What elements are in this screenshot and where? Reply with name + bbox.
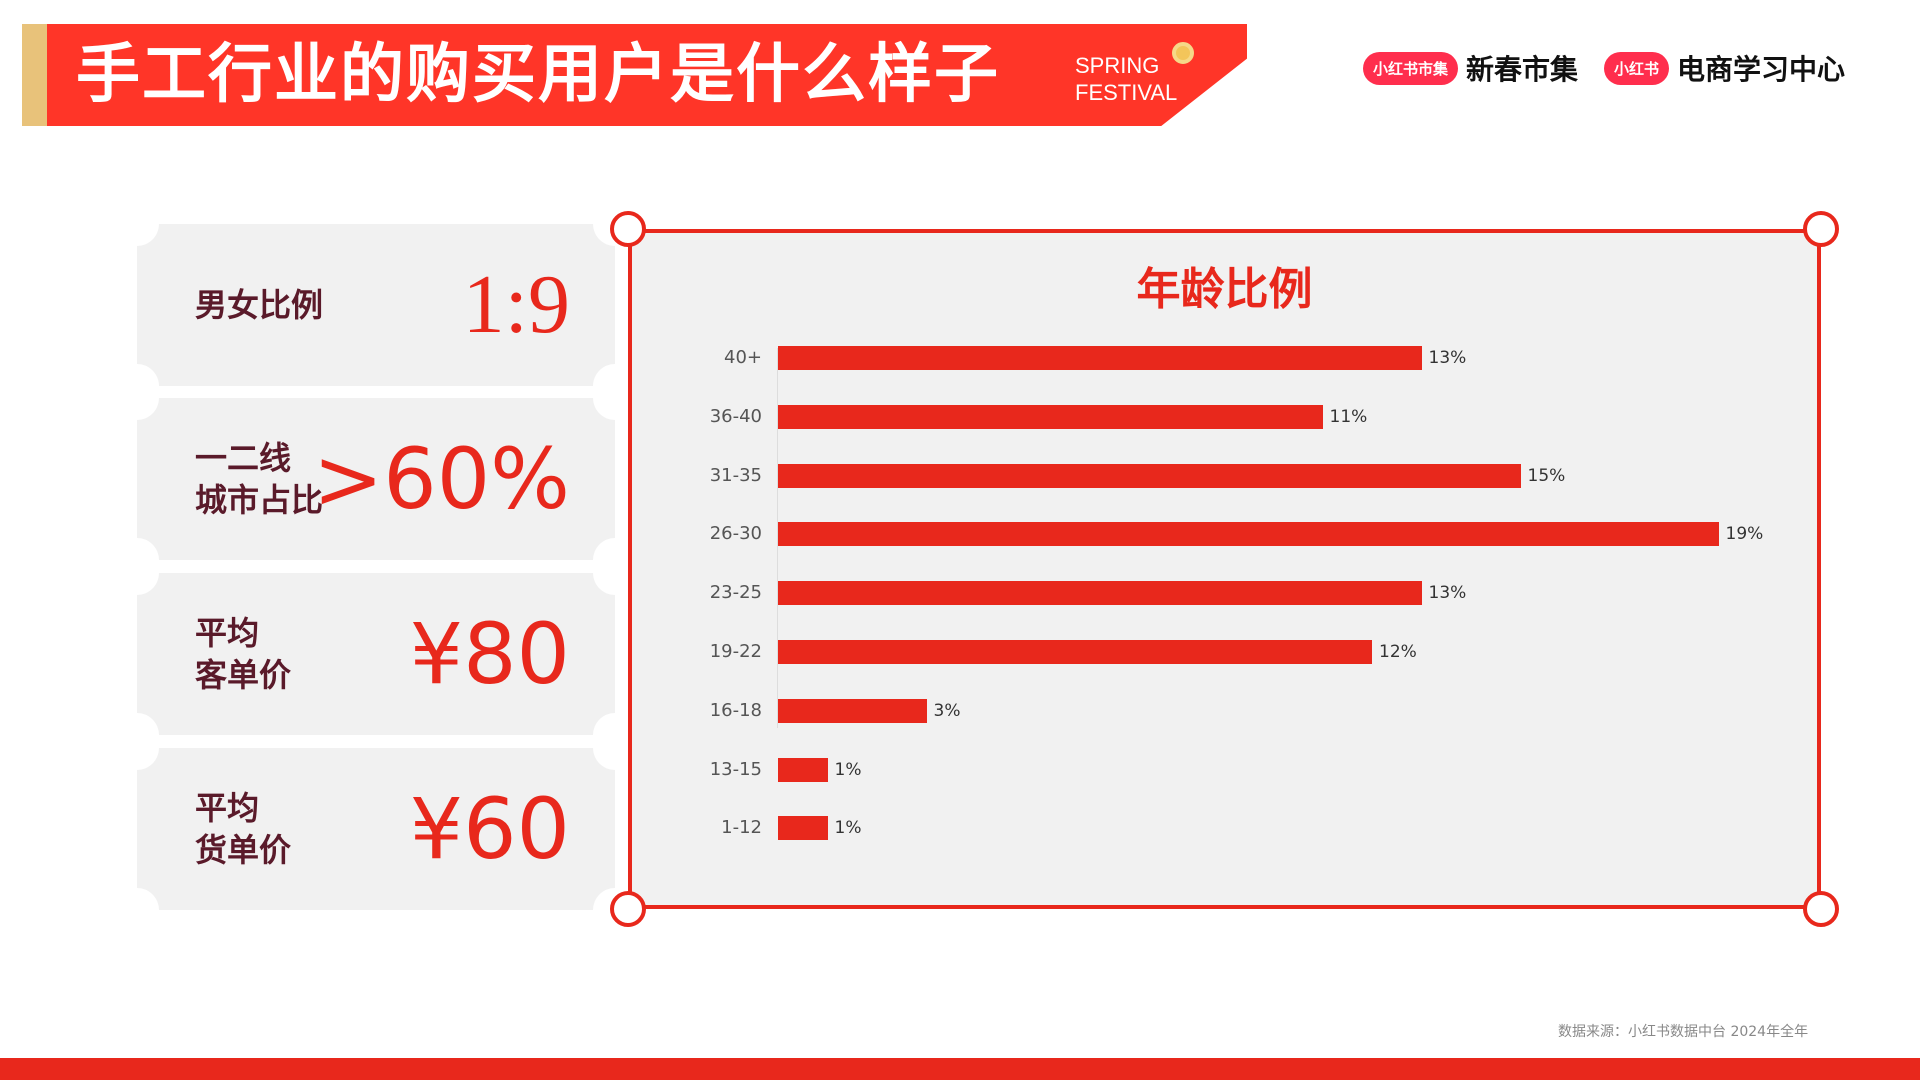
data-source: 数据来源：小红书数据中台 2024年全年 (1558, 1024, 1809, 1040)
stat-label: 平均 客单价 (195, 612, 291, 696)
badge-line-2: FESTIVAL (1075, 80, 1178, 105)
stat-label-line: 平均 (195, 789, 260, 827)
stat-card: 一二线城市占比 >60% (115, 376, 637, 582)
bar-1-12 (778, 816, 828, 841)
stat-value: 1:9 (462, 258, 570, 351)
bar-23-25 (778, 581, 1422, 606)
stat-value: ¥60 (409, 780, 570, 878)
bar-36-40 (778, 404, 1323, 429)
card-notch (115, 376, 159, 420)
stat-label-line: 一二线 (195, 439, 292, 477)
bar-40+ (778, 346, 1422, 370)
category-label: 16-18 (709, 699, 762, 721)
stat-label: 平均 货单价 (195, 787, 291, 871)
y-axis-line (777, 348, 778, 728)
stat-label-line: 客单价 (195, 656, 292, 694)
page-title: 手工行业的购买用户是什么样子 (76, 38, 1000, 112)
data-label: 12% (1379, 642, 1417, 662)
category-label: 1-12 (721, 817, 762, 839)
stat-card: 男女比例 1:9 (115, 202, 637, 408)
xhs-market-logo: 小红书市集 (1363, 51, 1459, 85)
data-label: 19% (1725, 524, 1764, 545)
bar-31-35 (778, 463, 1521, 488)
corner-notch (1803, 891, 1839, 927)
card-notch (115, 888, 159, 932)
data-label: 11% (1329, 406, 1368, 427)
corner-notch (610, 891, 646, 927)
card-notch (115, 726, 159, 770)
bar-19-22 (778, 640, 1372, 664)
category-label: 19-22 (709, 641, 762, 662)
stat-label-line: 男女比例 (195, 286, 324, 324)
banner-gold-strip (22, 24, 47, 126)
corner-notch (610, 211, 646, 247)
chart-title: 年龄比例 (1136, 264, 1313, 315)
age-chart-panel: 年龄比例 40+ 13% 36-40 11% 31-35 15% 26-30 19% 23-25… (610, 211, 1839, 927)
stat-value: >60% (312, 430, 570, 528)
stat-card: 平均客单价 ¥80 (115, 551, 637, 757)
category-label: 31-35 (709, 464, 762, 486)
xhs-logo: 小红书 (1604, 51, 1670, 85)
data-label: 1% (834, 759, 862, 780)
logos: 小红书市集 新春市集 小红书 电商学习中心 (1363, 48, 1863, 88)
data-label: 13% (1428, 348, 1467, 368)
data-label: 13% (1428, 583, 1467, 604)
stat-label-line: 城市占比 (195, 481, 324, 519)
data-label: 1% (834, 818, 862, 839)
stat-label-line: 货单价 (195, 831, 292, 869)
stat-label: 一二线 城市占比 (195, 437, 323, 521)
category-label: 23-25 (709, 582, 762, 604)
spring-festival-badge: SPRING FESTIVAL (1075, 52, 1177, 106)
flower-icon (1172, 42, 1194, 64)
badge-line-1: SPRING (1075, 53, 1160, 78)
ecommerce-center-text: 电商学习中心 (1677, 53, 1846, 86)
corner-notch (1803, 211, 1839, 247)
category-label: 26-30 (709, 523, 762, 545)
category-label: 36-40 (709, 405, 762, 427)
category-label: 13-15 (709, 758, 762, 780)
new-year-market-text: 新春市集 (1466, 53, 1579, 86)
stat-value: ¥80 (409, 605, 570, 703)
category-label: 40+ (724, 347, 762, 368)
bar-26-30 (778, 522, 1719, 547)
stat-card: 平均货单价 ¥60 (115, 726, 637, 932)
footer-bar (0, 1058, 1920, 1080)
card-notch (115, 202, 159, 246)
stat-label: 男女比例 (195, 284, 323, 326)
card-notch (115, 551, 159, 595)
data-label: 15% (1527, 465, 1566, 486)
title-banner (22, 24, 1247, 126)
data-label: 3% (933, 700, 961, 721)
stat-label-line: 平均 (195, 614, 260, 652)
bar-16-18 (778, 698, 927, 723)
bar-13-15 (778, 757, 828, 782)
